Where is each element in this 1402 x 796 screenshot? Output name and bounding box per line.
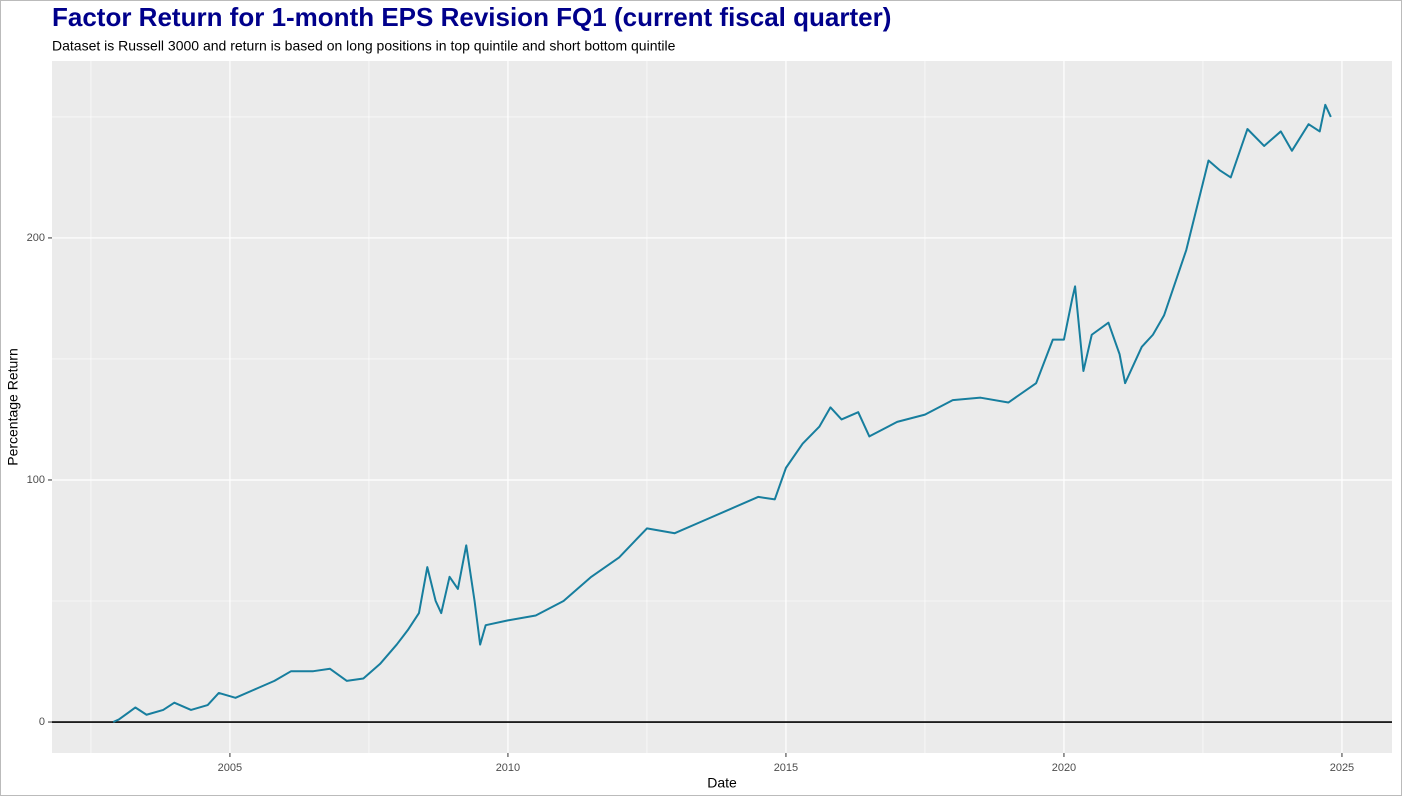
line-series <box>112 103 1332 723</box>
y-axis-label: Percentage Return <box>5 348 21 466</box>
x-tick-label: 2010 <box>496 762 520 774</box>
x-axis-label: Date <box>707 775 737 791</box>
chart-subtitle: Dataset is Russell 3000 and return is ba… <box>52 38 676 54</box>
x-tick-label: 2020 <box>1052 762 1076 774</box>
plot-panel <box>52 61 1392 753</box>
chart-title: Factor Return for 1-month EPS Revision F… <box>52 2 891 32</box>
x-tick-label: 2025 <box>1330 762 1354 774</box>
y-tick-label: 200 <box>27 232 45 244</box>
x-tick-label: 2005 <box>218 762 242 774</box>
y-tick-label: 100 <box>27 474 45 486</box>
y-tick-label: 0 <box>39 716 45 728</box>
x-tick-label: 2015 <box>774 762 798 774</box>
